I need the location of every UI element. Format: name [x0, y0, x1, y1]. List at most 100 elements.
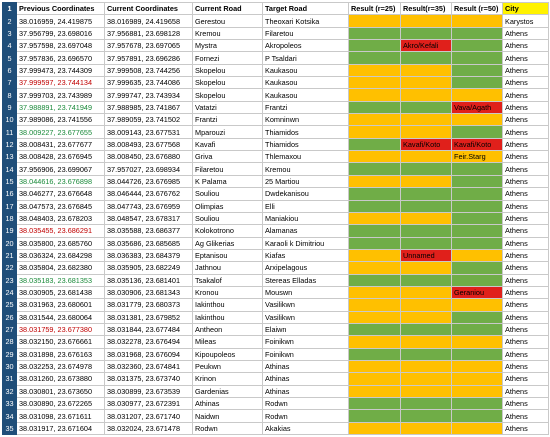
cell-target-road[interactable]: Kaukasou: [262, 63, 349, 78]
cell-target-road[interactable]: Frantzi: [262, 100, 349, 115]
cell-previous-coordinates[interactable]: 38.008431, 23.677677: [16, 137, 105, 152]
cell-result-r50[interactable]: [451, 421, 503, 436]
cell-current-coordinates[interactable]: 37.999508, 23.744256: [104, 63, 193, 78]
cell-current-road[interactable]: Kronou: [192, 285, 263, 300]
cell-result-r25[interactable]: [348, 310, 401, 324]
cell-target-road[interactable]: Arxipelagous: [262, 261, 349, 275]
row-number[interactable]: 15: [2, 174, 17, 189]
cell-city[interactable]: Athens: [502, 409, 549, 423]
cell-previous-coordinates[interactable]: 38.031917, 23.671604: [16, 421, 105, 436]
cell-result-r50[interactable]: [451, 162, 503, 176]
cell-result-r25[interactable]: [348, 261, 401, 275]
cell-result-r50[interactable]: [451, 211, 503, 226]
cell-target-road[interactable]: Karaoli k Dimitriou: [262, 236, 349, 250]
row-number[interactable]: 25: [2, 298, 17, 312]
cell-result-r50[interactable]: [451, 310, 503, 324]
cell-previous-coordinates[interactable]: 38.035800, 23.685760: [16, 236, 105, 250]
cell-result-r25[interactable]: [348, 322, 401, 337]
cell-result-r25[interactable]: [348, 347, 401, 361]
cell-city[interactable]: Athens: [502, 125, 549, 139]
cell-city[interactable]: Athens: [502, 322, 549, 337]
cell-result-r25[interactable]: [348, 199, 401, 213]
row-number[interactable]: 16: [2, 187, 17, 201]
cell-current-road[interactable]: Filaretou: [192, 162, 263, 176]
row-number[interactable]: 23: [2, 273, 17, 287]
cell-result-r25[interactable]: [348, 236, 401, 250]
cell-result-r50[interactable]: [451, 199, 503, 213]
cell-result-r50[interactable]: [451, 409, 503, 423]
cell-result-r50[interactable]: [451, 174, 503, 189]
cell-city[interactable]: Athens: [502, 273, 549, 287]
cell-result-r35[interactable]: Kavafi/Koto: [400, 137, 452, 152]
cell-current-coordinates[interactable]: 38.047743, 23.676959: [104, 199, 193, 213]
cell-current-road[interactable]: Mparouzi: [192, 125, 263, 139]
cell-city[interactable]: Athens: [502, 76, 549, 90]
row-number[interactable]: 5: [2, 51, 17, 65]
cell-current-road[interactable]: Olimpias: [192, 199, 263, 213]
cell-result-r25[interactable]: [348, 224, 401, 238]
cell-previous-coordinates[interactable]: 38.031544, 23.680064: [16, 310, 105, 324]
cell-result-r35[interactable]: [400, 273, 452, 287]
cell-current-road[interactable]: Iakinthou: [192, 298, 263, 312]
cell-result-r35[interactable]: [400, 372, 452, 386]
cell-result-r35[interactable]: [400, 63, 452, 78]
cell-result-r25[interactable]: [348, 359, 401, 374]
cell-city[interactable]: Athens: [502, 26, 549, 41]
cell-result-r50[interactable]: Vava/Agath: [451, 100, 503, 115]
cell-result-r50[interactable]: [451, 236, 503, 250]
cell-target-road[interactable]: Akropoleos: [262, 39, 349, 53]
cell-current-coordinates[interactable]: 38.009143, 23.677531: [104, 125, 193, 139]
cell-result-r25[interactable]: [348, 26, 401, 41]
cell-result-r25[interactable]: [348, 63, 401, 78]
cell-result-r35[interactable]: [400, 396, 452, 411]
row-number[interactable]: 27: [2, 322, 17, 337]
cell-current-road[interactable]: Vatatzi: [192, 100, 263, 115]
cell-current-road[interactable]: Naidwn: [192, 409, 263, 423]
cell-target-road[interactable]: Vasilikwn: [262, 298, 349, 312]
cell-result-r35[interactable]: [400, 125, 452, 139]
header-current-road[interactable]: Current Road: [192, 1, 263, 16]
cell-city[interactable]: Athens: [502, 113, 549, 127]
cell-result-r50[interactable]: [451, 273, 503, 287]
row-number[interactable]: 35: [2, 421, 17, 436]
cell-result-r35[interactable]: [400, 199, 452, 213]
cell-result-r35[interactable]: [400, 187, 452, 201]
cell-city[interactable]: Athens: [502, 174, 549, 189]
cell-result-r35[interactable]: [400, 113, 452, 127]
cell-result-r35[interactable]: [400, 162, 452, 176]
row-number[interactable]: 10: [2, 113, 17, 127]
cell-current-road[interactable]: Kolokotrono: [192, 224, 263, 238]
cell-result-r35[interactable]: [400, 236, 452, 250]
cell-result-r35[interactable]: [400, 298, 452, 312]
cell-result-r50[interactable]: Geraniou: [451, 285, 503, 300]
cell-target-road[interactable]: Athinas: [262, 359, 349, 374]
cell-city[interactable]: Athens: [502, 224, 549, 238]
cell-city[interactable]: Athens: [502, 261, 549, 275]
cell-current-road[interactable]: Kipoupoleos: [192, 347, 263, 361]
cell-target-road[interactable]: Kiafas: [262, 248, 349, 263]
cell-result-r35[interactable]: [400, 88, 452, 102]
cell-previous-coordinates[interactable]: 38.032150, 23.676661: [16, 335, 105, 349]
cell-current-road[interactable]: Iakinthou: [192, 310, 263, 324]
cell-previous-coordinates[interactable]: 37.999473, 23.744309: [16, 63, 105, 78]
row-number[interactable]: 14: [2, 162, 17, 176]
cell-result-r25[interactable]: [348, 113, 401, 127]
cell-current-road[interactable]: Ag Glikerias: [192, 236, 263, 250]
cell-result-r35[interactable]: [400, 224, 452, 238]
cell-current-road[interactable]: Kavafi: [192, 137, 263, 152]
cell-result-r50[interactable]: [451, 359, 503, 374]
cell-current-coordinates[interactable]: 37.956881, 23.698128: [104, 26, 193, 41]
row-number[interactable]: 4: [2, 39, 17, 53]
cell-city[interactable]: Athens: [502, 372, 549, 386]
cell-result-r35[interactable]: [400, 26, 452, 41]
cell-current-coordinates[interactable]: 38.035905, 23.682249: [104, 261, 193, 275]
cell-result-r50[interactable]: [451, 88, 503, 102]
cell-current-road[interactable]: Kremou: [192, 26, 263, 41]
cell-current-coordinates[interactable]: 38.035588, 23.686377: [104, 224, 193, 238]
cell-target-road[interactable]: Dwdekanisou: [262, 187, 349, 201]
cell-city[interactable]: Athens: [502, 236, 549, 250]
cell-current-road[interactable]: K Palama: [192, 174, 263, 189]
row-number[interactable]: 3: [2, 26, 17, 41]
cell-result-r35[interactable]: [400, 261, 452, 275]
header-current-coordinates[interactable]: Current Coordinates: [104, 1, 193, 16]
